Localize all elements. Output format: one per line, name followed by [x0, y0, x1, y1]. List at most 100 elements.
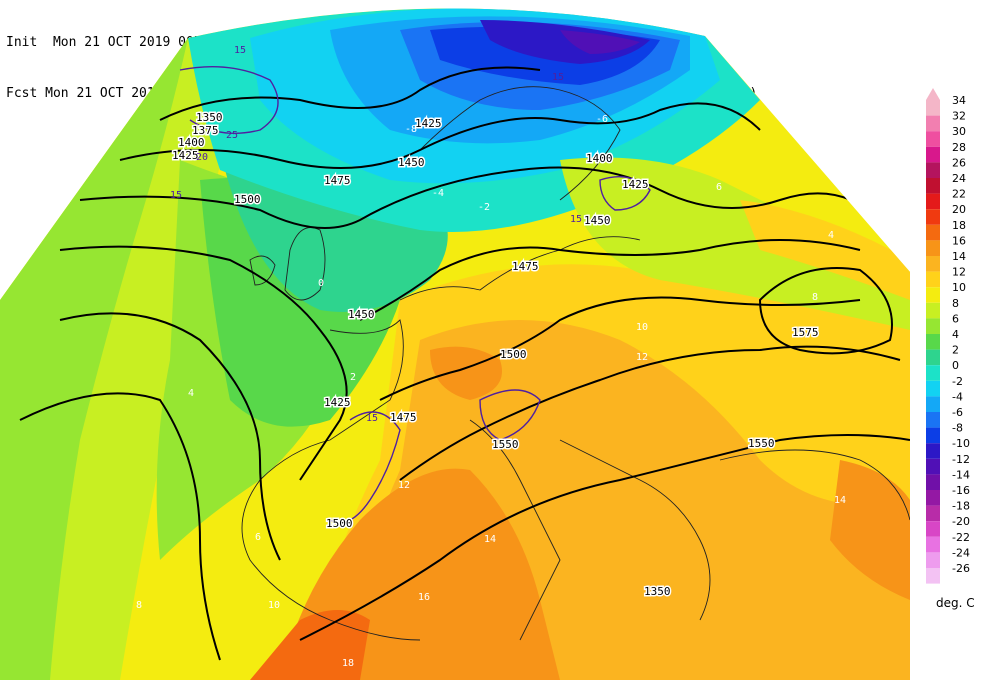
legend-label: 26: [952, 156, 966, 169]
legend-swatch: [926, 240, 940, 256]
wind-label: 20: [196, 152, 208, 163]
legend-label: 14: [952, 250, 966, 263]
legend-label: 24: [952, 172, 966, 185]
wind-label: 15: [366, 413, 378, 424]
height-label: 1500: [326, 517, 353, 530]
legend-swatch: [926, 536, 940, 553]
legend-label: -26: [952, 562, 970, 575]
legend-label: -16: [952, 484, 970, 497]
legend-swatch: [926, 209, 940, 225]
temp-label: 14: [484, 534, 496, 545]
wind-label: 15: [170, 190, 182, 201]
scandinavia-coast: [419, 86, 621, 201]
legend-swatch: [926, 349, 940, 366]
height-label: 1475: [324, 174, 351, 187]
legend-swatch: [926, 334, 940, 350]
north-europe-coast: [399, 236, 641, 301]
legend-swatch: [926, 162, 940, 178]
temp-label: 10: [268, 600, 280, 611]
contour-1575: [758, 267, 893, 355]
height-label: 1400: [178, 136, 205, 149]
temp-6-west: [0, 38, 188, 680]
temp-label: 14: [834, 495, 846, 506]
wind-label: 25: [226, 130, 238, 141]
wind-label-layer: 15 15 15 15 15 25 20: [170, 45, 582, 424]
legend-units: deg. C: [936, 596, 975, 610]
height-label: 1450: [398, 156, 425, 169]
contour-1500-west: [19, 392, 221, 661]
ireland-coast: [249, 255, 276, 286]
legend-label: -24: [952, 546, 970, 559]
temp-label: -8: [405, 124, 417, 135]
legend-label: -22: [952, 531, 970, 544]
height-label-layer: 1350 1375 1400 1425 1425 1450 1475 1500 …: [171, 110, 821, 600]
temp-18: [250, 610, 370, 680]
legend-swatch: [926, 131, 940, 147]
height-label: 1475: [512, 260, 539, 273]
wind-contour-baltic: [599, 176, 651, 211]
temp-label: 8: [136, 600, 142, 611]
legend-label: 0: [952, 359, 959, 372]
legend-swatch: [926, 224, 940, 241]
contour-1550: [299, 434, 910, 641]
wind-contours: [179, 66, 651, 524]
height-label: 1450: [584, 214, 611, 227]
balkans-coast: [559, 439, 711, 621]
temp-label: -6: [596, 114, 608, 125]
legend-swatch: [926, 271, 940, 288]
legend-swatch: [926, 396, 940, 412]
legend-swatch: [926, 146, 940, 163]
height-label: 1425: [172, 149, 199, 162]
contour-1475-west: [59, 312, 281, 561]
contour-1375: [159, 66, 541, 121]
legend-label: -2: [952, 375, 963, 388]
legend-swatch: [926, 505, 940, 522]
legend-label: -20: [952, 515, 970, 528]
legend-label: 18: [952, 219, 966, 232]
legend-label: -12: [952, 453, 970, 466]
temp-label: 18: [342, 658, 354, 669]
temp-label: 16: [418, 592, 430, 603]
france-coast: [259, 319, 404, 481]
temp-label: 2: [350, 372, 356, 383]
contour-1400: [119, 102, 761, 169]
temp-label: 6: [716, 182, 722, 193]
wind-label: 15: [234, 45, 246, 56]
legend-label: 10: [952, 281, 966, 294]
great-britain-coast: [284, 227, 326, 301]
legend-swatch: [926, 178, 940, 194]
legend-swatch: [926, 100, 940, 116]
temp-label-layer: -8 -6 -4 -2 0 2 4 6 8 10 12 14 16 18 10 …: [136, 114, 846, 669]
legend-label: 2: [952, 344, 959, 357]
wind-contour-alps: [479, 389, 541, 441]
legend-swatch: [926, 287, 940, 303]
height-label: 1550: [492, 438, 519, 451]
legend-label: 6: [952, 312, 959, 325]
temp-label: 4: [188, 388, 194, 399]
legend-label: -4: [952, 390, 963, 403]
temp-label: -2: [478, 202, 490, 213]
legend-label: 20: [952, 203, 966, 216]
legend-swatch: [926, 318, 940, 334]
legend-label: -8: [952, 422, 963, 435]
temp-m12: [560, 30, 640, 54]
legend-swatch: [926, 474, 940, 490]
temp-label: 12: [636, 352, 648, 363]
temp-label: -4: [432, 188, 444, 199]
legend-swatch: [926, 365, 940, 381]
black-sea-coast: [719, 449, 910, 521]
height-label: 1400: [586, 152, 613, 165]
height-label: 1550: [748, 437, 775, 450]
legend-swatch: [926, 302, 940, 319]
temp-16-east: [830, 460, 910, 600]
color-legend: 3432302826242220181614121086420-2-4-6-8-…: [926, 88, 970, 584]
height-label: 1350: [196, 111, 223, 124]
legend-swatch: [926, 193, 940, 210]
wind-contour-biscay: [329, 411, 401, 524]
legend-label: -6: [952, 406, 963, 419]
legend-label: -10: [952, 437, 970, 450]
legend-label: 22: [952, 188, 966, 201]
iberia-coast: [241, 479, 421, 641]
